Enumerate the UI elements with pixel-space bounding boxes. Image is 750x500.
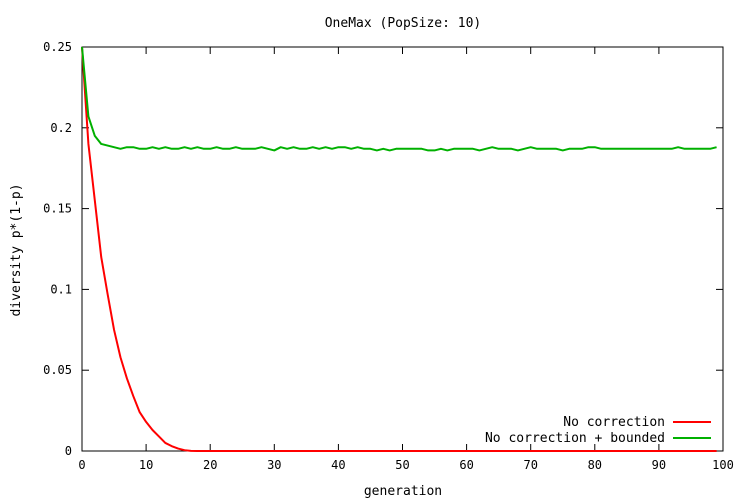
x-tick-label: 40	[331, 458, 345, 472]
y-tick-label: 0	[65, 444, 72, 458]
legend-label: No correction + bounded	[485, 431, 665, 446]
y-tick-label: 0.05	[43, 363, 72, 377]
chart-title: OneMax (PopSize: 10)	[325, 16, 482, 31]
y-tick-label: 0.1	[50, 282, 72, 296]
x-tick-label: 50	[395, 458, 409, 472]
series-line-2	[81, 46, 717, 152]
x-tick-label: 30	[267, 458, 281, 472]
x-tick-label: 100	[712, 458, 734, 472]
y-axis-title: diversity p*(1-p)	[9, 183, 24, 316]
legend-label: No correction	[563, 415, 665, 430]
x-tick-label: 10	[139, 458, 153, 472]
x-tick-label: 20	[203, 458, 217, 472]
y-tick-label: 0.25	[43, 40, 72, 54]
plot-area: 0 10 20 30 40 50 60 70 80 90 100 0 0.05 0.1 0.15 0.2 0.2…	[43, 40, 734, 472]
plot-frame	[81, 46, 724, 452]
x-tick-label: 70	[523, 458, 537, 472]
series-line-1	[81, 46, 717, 452]
x-axis-title: generation	[364, 484, 442, 499]
x-tick-label: 60	[459, 458, 473, 472]
y-tick-label: 0.15	[43, 202, 72, 216]
x-tick-label: 90	[652, 458, 666, 472]
x-tick-label: 0	[78, 458, 85, 472]
x-tick-label: 80	[588, 458, 602, 472]
y-tick-label: 0.2	[50, 121, 72, 135]
